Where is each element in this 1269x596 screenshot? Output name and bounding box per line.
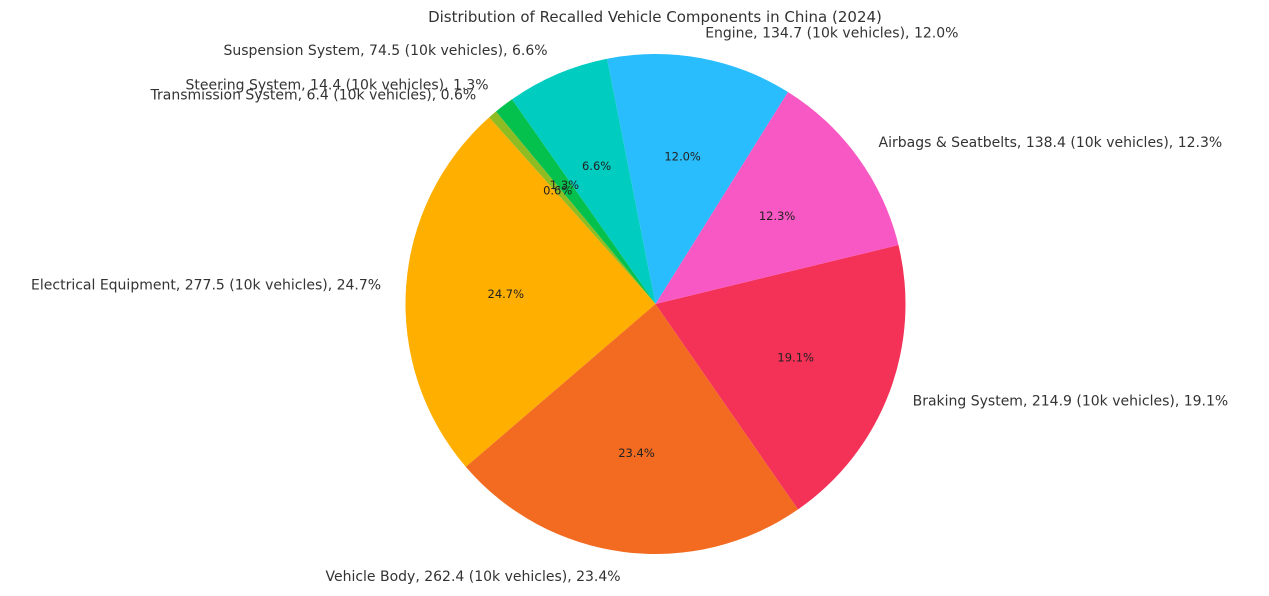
pct-label-transmission-system: 0.6% [543, 183, 572, 197]
pie-slice-steering-system [495, 99, 656, 304]
pct-label-braking-system: 19.1% [777, 350, 814, 364]
outer-label-suspension-system: Suspension System, 74.5 (10k vehicles), … [223, 43, 547, 59]
pct-label-electrical-equipment: 24.7% [488, 287, 525, 301]
outer-label-airbags-and-seatbelts: Airbags & Seatbelts, 138.4 (10k vehicles… [879, 135, 1223, 151]
pie-slice-electrical-equipment [405, 117, 656, 467]
outer-label-transmission-system: Transmission System, 6.4 (10k vehicles),… [150, 88, 477, 104]
pie-slice-vehicle-body [465, 304, 799, 555]
pct-label-engine: 12.0% [664, 150, 701, 164]
pct-label-airbags-and-seatbelts: 12.3% [759, 209, 796, 223]
pct-label-steering-system: 1.3% [550, 178, 579, 192]
chart-title: Distribution of Recalled Vehicle Compone… [428, 8, 882, 26]
outer-label-vehicle-body: Vehicle Body, 262.4 (10k vehicles), 23.4… [325, 569, 620, 585]
pie-slice-engine [607, 54, 788, 304]
pie-slices [405, 54, 906, 555]
percent-labels: 12.0% 6.6%1.3%0.6% 24.7% 23.4% 19.1% 12.3% [488, 150, 815, 460]
pct-label-vehicle-body: 23.4% [618, 446, 655, 460]
pct-label-suspension-system: 6.6% [582, 159, 611, 173]
pie-slice-braking-system [655, 245, 906, 510]
outer-label-steering-system: Steering System, 14.4 (10k vehicles), 1.… [185, 77, 488, 93]
pie-slice-airbags-and-seatbelts [655, 91, 899, 305]
outer-label-braking-system: Braking System, 214.9 (10k vehicles), 19… [913, 394, 1229, 410]
pie-slice-suspension-system [511, 58, 656, 304]
pie-slice-transmission-system [489, 111, 656, 304]
outer-label-engine: Engine, 134.7 (10k vehicles), 12.0% [705, 26, 958, 42]
outer-labels: Engine, 134.7 (10k vehicles), 12.0% Suspe… [31, 26, 1228, 585]
outer-label-electrical-equipment: Electrical Equipment, 277.5 (10k vehicle… [31, 278, 381, 294]
